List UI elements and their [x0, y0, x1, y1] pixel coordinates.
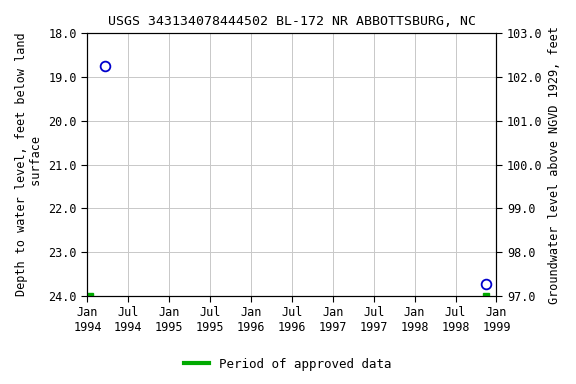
Legend: Period of approved data: Period of approved data	[179, 353, 397, 376]
Y-axis label: Groundwater level above NGVD 1929, feet: Groundwater level above NGVD 1929, feet	[548, 26, 561, 304]
Title: USGS 343134078444502 BL-172 NR ABBOTTSBURG, NC: USGS 343134078444502 BL-172 NR ABBOTTSBU…	[108, 15, 476, 28]
Y-axis label: Depth to water level, feet below land
 surface: Depth to water level, feet below land su…	[15, 33, 43, 296]
